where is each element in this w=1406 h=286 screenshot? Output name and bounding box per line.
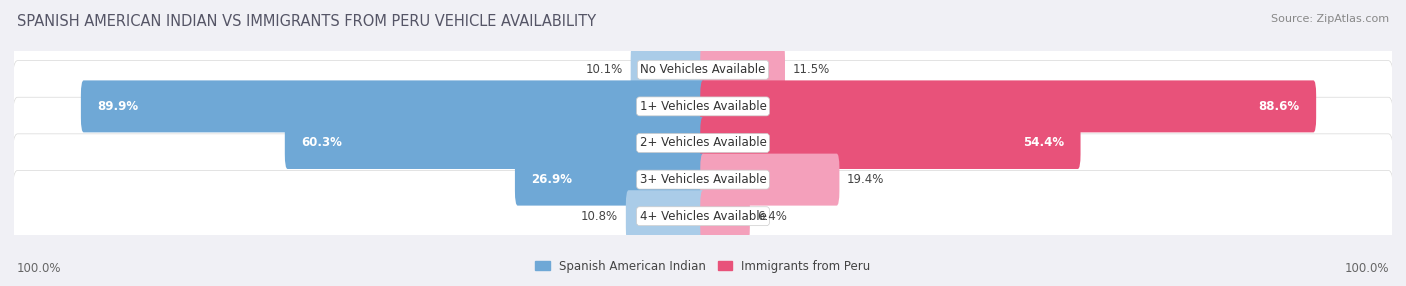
FancyBboxPatch shape: [700, 117, 1081, 169]
Text: No Vehicles Available: No Vehicles Available: [640, 63, 766, 76]
FancyBboxPatch shape: [13, 97, 1393, 189]
Text: 19.4%: 19.4%: [846, 173, 884, 186]
Text: 10.1%: 10.1%: [586, 63, 623, 76]
FancyBboxPatch shape: [285, 117, 706, 169]
FancyBboxPatch shape: [13, 134, 1393, 225]
FancyBboxPatch shape: [13, 24, 1393, 116]
FancyBboxPatch shape: [82, 80, 706, 132]
Text: 6.4%: 6.4%: [758, 210, 787, 223]
Text: 10.8%: 10.8%: [581, 210, 619, 223]
Text: 4+ Vehicles Available: 4+ Vehicles Available: [640, 210, 766, 223]
Text: 2+ Vehicles Available: 2+ Vehicles Available: [640, 136, 766, 150]
Legend: Spanish American Indian, Immigrants from Peru: Spanish American Indian, Immigrants from…: [530, 255, 876, 277]
FancyBboxPatch shape: [13, 170, 1393, 262]
Text: Source: ZipAtlas.com: Source: ZipAtlas.com: [1271, 14, 1389, 24]
Text: 100.0%: 100.0%: [1344, 262, 1389, 275]
Text: 100.0%: 100.0%: [17, 262, 62, 275]
Text: 3+ Vehicles Available: 3+ Vehicles Available: [640, 173, 766, 186]
Text: 54.4%: 54.4%: [1024, 136, 1064, 150]
Text: 88.6%: 88.6%: [1258, 100, 1299, 113]
Text: 26.9%: 26.9%: [531, 173, 572, 186]
Text: 60.3%: 60.3%: [301, 136, 342, 150]
FancyBboxPatch shape: [515, 154, 706, 206]
Text: 11.5%: 11.5%: [793, 63, 830, 76]
FancyBboxPatch shape: [626, 190, 706, 242]
FancyBboxPatch shape: [13, 61, 1393, 152]
FancyBboxPatch shape: [700, 154, 839, 206]
Text: SPANISH AMERICAN INDIAN VS IMMIGRANTS FROM PERU VEHICLE AVAILABILITY: SPANISH AMERICAN INDIAN VS IMMIGRANTS FR…: [17, 14, 596, 29]
FancyBboxPatch shape: [631, 44, 706, 96]
Text: 1+ Vehicles Available: 1+ Vehicles Available: [640, 100, 766, 113]
FancyBboxPatch shape: [700, 44, 785, 96]
FancyBboxPatch shape: [700, 80, 1316, 132]
FancyBboxPatch shape: [700, 190, 749, 242]
Text: 89.9%: 89.9%: [97, 100, 139, 113]
